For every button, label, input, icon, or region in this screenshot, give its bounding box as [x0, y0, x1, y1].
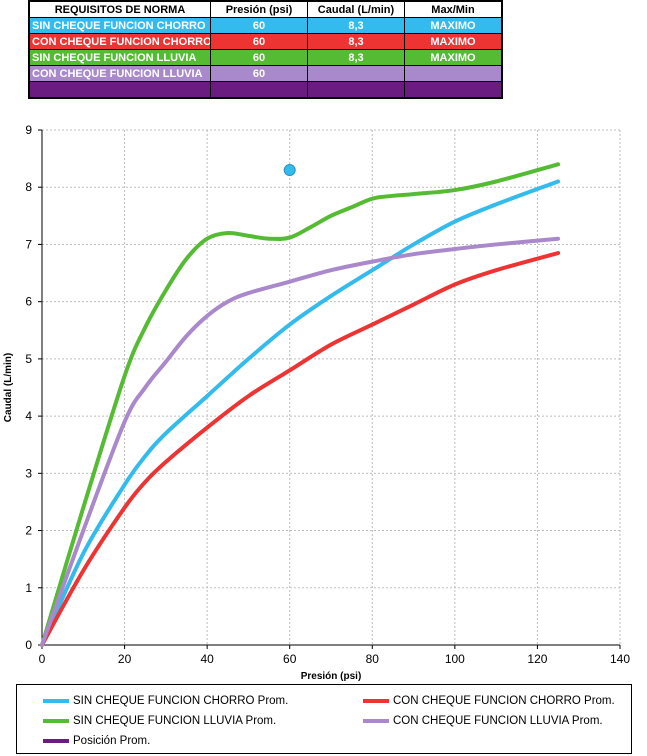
table-cell: 60: [210, 65, 308, 82]
legend-swatch: [43, 719, 69, 723]
table-cell: 60: [210, 17, 308, 34]
legend-item: CON CHEQUE FUNCION LLUVIA Prom.: [363, 715, 603, 727]
legend-swatch: [363, 699, 389, 703]
line-chart: 0 20 40 60 80 100 120 140 0 1 2 3 4 5 6 7 8 9 Presión (psi…: [3, 123, 630, 682]
x-axis-label: Presión (psi): [301, 671, 362, 682]
y-tick-label: 6: [25, 295, 32, 309]
table-row: SIN CHEQUE FUNCION CHORRO 60 8,3 MAXIMO: [28, 17, 503, 34]
x-tick-label: 40: [200, 652, 214, 666]
table-header-cell: Presión (psi): [210, 0, 308, 18]
table-cell: MAXIMO: [404, 33, 503, 50]
table-row: CON CHEQUE FUNCION LLUVIA 60: [28, 65, 503, 82]
legend-item: Posición Prom.: [43, 735, 150, 747]
table-cell: [404, 81, 503, 99]
table-row: CON CHEQUE FUNCION CHORRO 60 8,3 MAXIMO: [28, 33, 503, 50]
table-cell: 8,3: [307, 33, 405, 50]
legend-swatch: [43, 739, 69, 743]
y-tick-label: 5: [25, 352, 32, 366]
table-cell: 8,3: [307, 49, 405, 66]
table-cell: 8,3: [307, 17, 405, 34]
legend-label: Posición Prom.: [73, 735, 151, 747]
series-line: [40, 162, 561, 647]
y-tick-label: 4: [25, 409, 32, 423]
table-header-cell: REQUISITOS DE NORMA: [28, 0, 211, 18]
table-cell: 60: [210, 49, 308, 66]
x-tick-label: 0: [39, 652, 46, 666]
y-tick-label: 7: [25, 237, 32, 251]
legend-label: CON CHEQUE FUNCION CHORRO Prom.: [393, 695, 615, 707]
y-tick-label: 1: [25, 581, 32, 595]
legend-item: SIN CHEQUE FUNCION CHORRO Prom.: [43, 695, 288, 707]
legend-swatch: [43, 699, 69, 703]
table-cell: SIN CHEQUE FUNCION CHORRO: [28, 17, 211, 34]
legend-label: SIN CHEQUE FUNCION CHORRO Prom.: [73, 695, 289, 707]
table-cell: [404, 65, 503, 82]
y-tick-label: 2: [25, 524, 32, 538]
x-tick-label: 120: [527, 652, 547, 666]
table-row: [28, 81, 503, 99]
legend-swatch: [363, 719, 389, 723]
table-cell: 60: [210, 33, 308, 50]
x-tick-label: 100: [445, 652, 465, 666]
y-tick-label: 3: [25, 466, 32, 480]
y-tick-label: 9: [25, 123, 32, 137]
series-line: [40, 179, 561, 647]
legend-item: CON CHEQUE FUNCION CHORRO Prom.: [363, 695, 615, 707]
table-header-cell: Caudal (L/min): [307, 0, 405, 18]
x-tick-label: 140: [610, 652, 630, 666]
table-cell: [210, 81, 308, 99]
table-cell: MAXIMO: [404, 49, 503, 66]
table-cell: [307, 65, 405, 82]
legend-item: SIN CHEQUE FUNCION LLUVIA Prom.: [43, 715, 276, 727]
table-cell: SIN CHEQUE FUNCION LLUVIA: [28, 49, 211, 66]
series-line: [40, 251, 561, 647]
table-header-row: REQUISITOS DE NORMA Presión (psi) Caudal (…: [28, 0, 503, 18]
x-tick-label: 60: [283, 652, 297, 666]
x-tick-label: 80: [366, 652, 380, 666]
y-tick-label: 0: [25, 638, 32, 652]
table-header-cell: Max/Min: [404, 0, 503, 18]
table-cell: MAXIMO: [404, 17, 503, 34]
x-tick-label: 20: [118, 652, 132, 666]
legend-label: SIN CHEQUE FUNCION LLUVIA Prom.: [73, 715, 277, 727]
series-line: [40, 236, 561, 647]
y-axis-label: Caudal (L/min): [3, 353, 14, 422]
plot-area: [42, 130, 620, 645]
y-tick-label: 8: [25, 180, 32, 194]
table-cell: CON CHEQUE FUNCION LLUVIA: [28, 65, 211, 82]
chart-legend: SIN CHEQUE FUNCION CHORRO Prom. CON CHEQU…: [16, 684, 632, 754]
requirements-table: REQUISITOS DE NORMA Presión (psi) Caudal (…: [28, 0, 503, 99]
table-cell: [307, 81, 405, 99]
requirement-point: [283, 164, 296, 177]
table-cell: CON CHEQUE FUNCION CHORRO: [28, 33, 211, 50]
table-cell: [28, 81, 211, 99]
table-row: SIN CHEQUE FUNCION LLUVIA 60 8,3 MAXIMO: [28, 49, 503, 66]
legend-label: CON CHEQUE FUNCION LLUVIA Prom.: [393, 715, 603, 727]
